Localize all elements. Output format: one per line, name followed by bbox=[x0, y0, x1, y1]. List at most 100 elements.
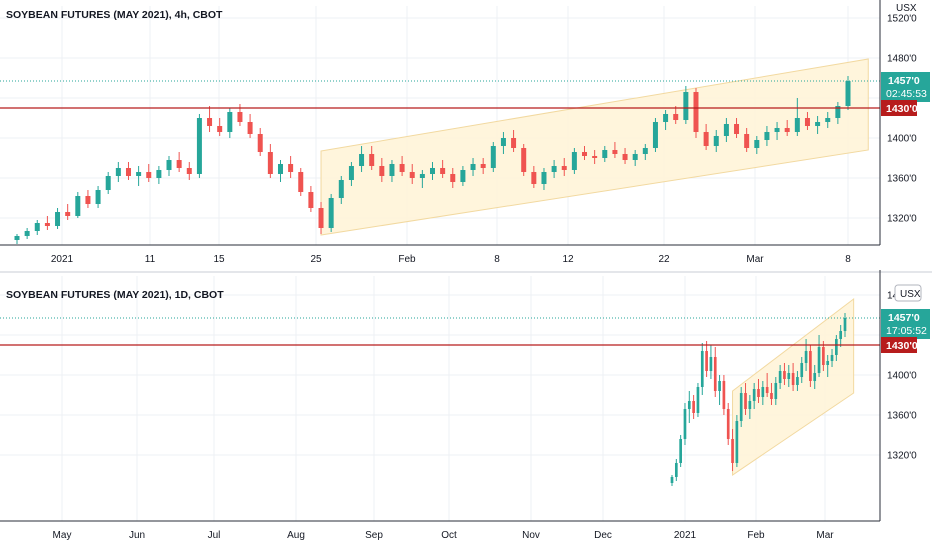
time-tick-label: 25 bbox=[310, 254, 322, 265]
time-axis[interactable]: May Jun Jul Aug Sep Oct Nov Dec 2021 Feb Mar bbox=[0, 520, 880, 541]
last-price-badge bbox=[881, 72, 930, 102]
candle-body bbox=[813, 373, 817, 381]
candle-body bbox=[55, 212, 61, 226]
candle-body bbox=[308, 192, 314, 208]
candle-body bbox=[136, 172, 142, 176]
price-tick-label: 1360'0 bbox=[887, 411, 917, 422]
candle-body bbox=[765, 387, 769, 393]
candle-body bbox=[761, 387, 765, 397]
candle-body bbox=[632, 154, 638, 160]
candle-body bbox=[277, 164, 283, 174]
time-tick-label: Aug bbox=[287, 530, 305, 541]
candle-body bbox=[75, 196, 81, 216]
candle-body bbox=[835, 339, 838, 355]
candle-body bbox=[541, 172, 547, 184]
candle-body bbox=[298, 172, 304, 192]
candle-body bbox=[784, 128, 790, 132]
candle-body bbox=[722, 381, 726, 409]
time-tick-label: Sep bbox=[365, 530, 383, 541]
candle-body bbox=[752, 389, 756, 401]
candle-body bbox=[176, 160, 182, 168]
candle-body bbox=[450, 174, 456, 182]
candle-body bbox=[718, 381, 721, 391]
candle-body bbox=[531, 172, 537, 184]
candle-body bbox=[692, 401, 695, 413]
candle-body bbox=[778, 371, 782, 383]
support-label: 1430'0 bbox=[886, 103, 918, 115]
candle-body bbox=[652, 122, 658, 148]
time-tick-label: Dec bbox=[594, 530, 612, 541]
candle-body bbox=[822, 347, 825, 365]
support-badge bbox=[881, 100, 917, 116]
candle-body bbox=[696, 387, 700, 413]
price-tick-label: 1400'0 bbox=[887, 134, 917, 145]
candle-body bbox=[703, 132, 709, 146]
candle-body bbox=[705, 351, 708, 371]
time-axis[interactable]: 2021 11 15 25 Feb 8 12 22 Mar 8 bbox=[0, 244, 880, 265]
candle-body bbox=[44, 223, 50, 226]
candle-body bbox=[338, 180, 344, 198]
candle-body bbox=[24, 231, 30, 236]
candle-body bbox=[571, 152, 577, 170]
candle-body bbox=[247, 122, 253, 134]
candle-body bbox=[592, 156, 598, 158]
candle-body bbox=[754, 140, 760, 148]
chart-title: SOYBEAN FUTURES (MAY 2021), 4h, CBOT bbox=[6, 9, 223, 21]
candle-body bbox=[399, 164, 405, 172]
candle-body bbox=[237, 112, 243, 122]
time-tick-label: 15 bbox=[213, 254, 225, 265]
price-axis[interactable]: 1480'01440'01400'01360'01320'0USX1457'01… bbox=[879, 270, 930, 521]
unit-button bbox=[894, 284, 922, 302]
candle-body bbox=[693, 92, 699, 132]
candle-body bbox=[440, 168, 446, 174]
candle-body bbox=[511, 138, 517, 148]
candle-body bbox=[389, 164, 395, 176]
candle-body bbox=[186, 168, 192, 174]
candle-body bbox=[804, 118, 810, 126]
chart-panel-1d[interactable]: 1480'01440'01400'01360'01320'0USX1457'01… bbox=[0, 270, 930, 541]
candle-body bbox=[683, 92, 689, 120]
candle-body bbox=[674, 463, 678, 477]
candle-body bbox=[735, 421, 739, 463]
price-tick-label: 1480'0 bbox=[887, 54, 917, 65]
time-tick-label: Feb bbox=[398, 254, 416, 265]
price-tick-label: 1520'0 bbox=[887, 14, 917, 25]
candle-body bbox=[227, 112, 233, 132]
candle-body bbox=[612, 150, 618, 154]
unit-label: USX bbox=[896, 3, 917, 14]
candle-body bbox=[800, 363, 804, 377]
time-tick-label: 8 bbox=[494, 254, 500, 265]
candle-body bbox=[328, 198, 334, 228]
price-axis[interactable]: 1520'01480'01440'01400'01360'01320'0USX1… bbox=[879, 0, 930, 245]
candle-body bbox=[348, 166, 354, 180]
candle-body bbox=[774, 383, 778, 399]
candle-body bbox=[288, 164, 294, 172]
candle-body bbox=[845, 81, 851, 106]
time-tick-label: 11 bbox=[145, 254, 156, 265]
candle-body bbox=[105, 176, 111, 190]
candle-body bbox=[34, 223, 40, 231]
candle-body bbox=[787, 373, 791, 379]
chart-panel-4h[interactable]: 1520'01480'01440'01400'01360'01320'0USX1… bbox=[0, 0, 930, 265]
candle-body bbox=[731, 439, 734, 463]
candle-body bbox=[713, 136, 719, 146]
price-tick-label: 1360'0 bbox=[887, 174, 917, 185]
candle-body bbox=[470, 164, 476, 170]
last-price-badge bbox=[881, 309, 930, 339]
candle-body bbox=[770, 393, 773, 399]
time-tick-label: Jul bbox=[208, 530, 221, 541]
candle-body bbox=[95, 190, 101, 204]
horizontal-levels bbox=[0, 317, 880, 346]
candle-body bbox=[673, 114, 679, 120]
candle-body bbox=[561, 166, 567, 170]
bar-countdown: 17:05:52 bbox=[886, 325, 927, 337]
candle-body bbox=[602, 150, 608, 158]
candle-body bbox=[217, 126, 223, 132]
support-label: 1430'0 bbox=[886, 340, 918, 352]
candle-body bbox=[826, 361, 830, 365]
candle-body bbox=[257, 134, 263, 152]
horizontal-levels bbox=[0, 80, 880, 109]
time-tick-label: 2021 bbox=[674, 530, 697, 541]
candle-body bbox=[551, 166, 557, 172]
